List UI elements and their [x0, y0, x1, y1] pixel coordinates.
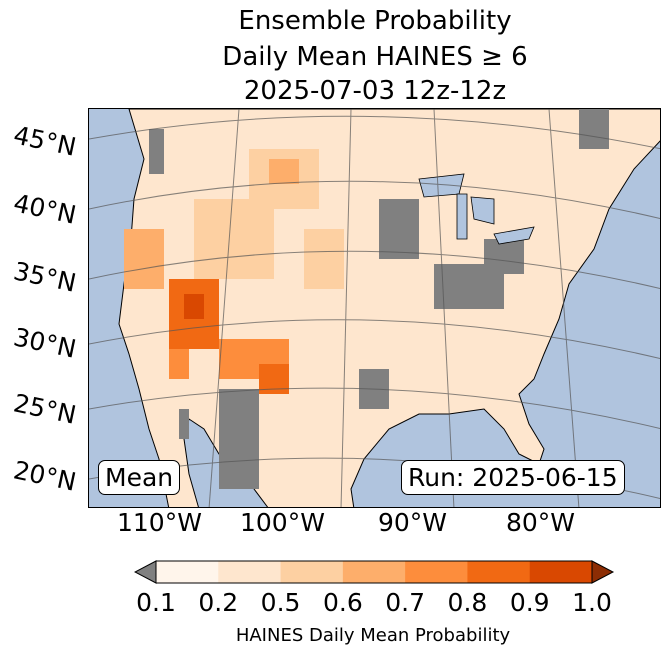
lat-label-20: 20°N [10, 455, 79, 497]
colorbar-tick-label: 0.8 [447, 588, 488, 617]
title-line-2: Daily Mean HAINES ≥ 6 [222, 42, 528, 72]
colorbar-tick-label: 0.7 [385, 588, 426, 617]
stat-label-box: Mean [98, 460, 181, 495]
lon-label-100: 100°W [240, 508, 325, 537]
probability-map [88, 108, 661, 508]
colorbar-swatch [156, 561, 219, 583]
title-line-1: Ensemble Probability [238, 6, 512, 36]
lat-label-45: 45°N [10, 120, 79, 162]
colorbar-under-arrow [134, 560, 157, 584]
colorbar-tick-label: 0.2 [198, 588, 239, 617]
colorbar-swatch [405, 561, 468, 583]
colorbar-label: HAINES Daily Mean Probability [235, 625, 511, 646]
great-lakes [418, 173, 535, 245]
lon-label-90: 90°W [378, 508, 448, 537]
colorbar-frame [155, 560, 593, 584]
lon-label-80: 80°W [506, 508, 576, 537]
run-label-box: Run: 2025-06-15 [401, 460, 625, 495]
colorbar-swatch [280, 561, 344, 583]
lat-label-30: 30°N [10, 322, 79, 364]
map-canvas [89, 109, 660, 507]
colorbar-tick-label: 0.9 [509, 588, 550, 617]
colorbar-swatch [218, 561, 282, 583]
colorbar-swatch [529, 561, 593, 583]
colorbar-tick-label: 0.5 [260, 588, 301, 617]
colorbar-tick-label: 0.1 [136, 588, 176, 617]
lat-label-25: 25°N [10, 388, 79, 430]
colorbar-swatch [342, 561, 406, 583]
colorbar [134, 560, 615, 584]
title-line-3: 2025-07-03 12z-12z [243, 76, 507, 106]
colorbar-tick-label: 0.6 [322, 588, 363, 617]
lat-label-35: 35°N [10, 256, 79, 298]
colorbar-swatch [467, 561, 531, 583]
colorbar-tick-label: 1.0 [572, 588, 612, 617]
colorbar-over-arrow [591, 560, 615, 584]
lat-label-40: 40°N [10, 188, 79, 230]
lon-label-110: 110°W [117, 508, 202, 537]
